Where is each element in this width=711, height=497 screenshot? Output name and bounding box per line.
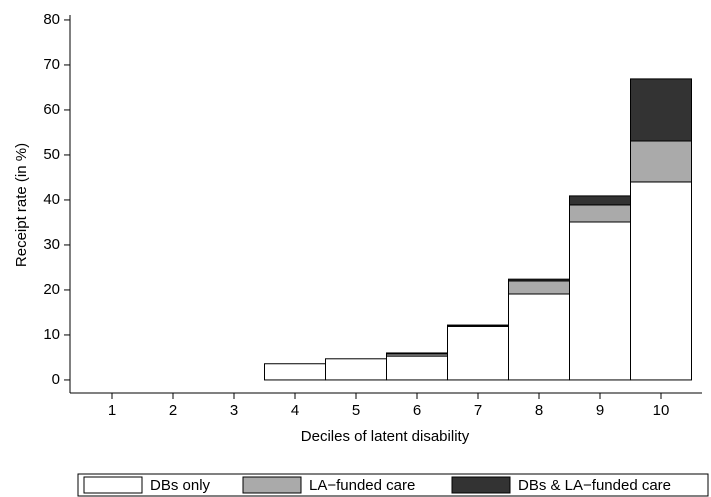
x-tick-label: 8 (535, 402, 543, 419)
legend-swatch (242, 476, 302, 494)
x-tick-label: 7 (474, 402, 482, 419)
y-tick-label: 30 (43, 236, 60, 253)
y-tick-label: 40 (43, 191, 60, 208)
legend-swatch (451, 476, 511, 494)
legend-label: DBs only (150, 477, 211, 494)
bar-segment (569, 195, 631, 206)
legend-label: LA−funded care (309, 477, 415, 494)
y-tick-label: 60 (43, 101, 60, 118)
bar-segment (325, 358, 387, 381)
bar-segment (569, 204, 631, 223)
y-tick-label: 0 (52, 371, 60, 388)
y-tick-label: 10 (43, 326, 60, 343)
bar-segment (508, 280, 570, 295)
bar-segment (630, 78, 692, 142)
legend-swatch (83, 476, 143, 494)
y-tick-label: 50 (43, 146, 60, 163)
bar-segment (264, 363, 326, 381)
y-tick-label: 80 (43, 11, 60, 28)
y-axis-title: Receipt rate (in %) (13, 143, 30, 267)
x-tick-label: 5 (352, 402, 360, 419)
x-tick-label: 9 (596, 402, 604, 419)
x-tick-label: 1 (108, 402, 116, 419)
bar-segment (630, 140, 692, 183)
bar-segment (386, 355, 448, 381)
bar-segment (630, 181, 692, 381)
bar-segment (569, 221, 631, 381)
x-tick-label: 2 (169, 402, 177, 419)
x-tick-label: 4 (291, 402, 299, 419)
y-tick-label: 20 (43, 281, 60, 298)
x-tick-label: 3 (230, 402, 238, 419)
bar-segment (508, 293, 570, 381)
bar-segment (508, 278, 570, 282)
legend-label: DBs & LA−funded care (518, 477, 671, 494)
x-tick-label: 10 (653, 402, 670, 419)
y-tick-label: 70 (43, 56, 60, 73)
bar-segment (386, 352, 448, 355)
bar-segment (447, 325, 509, 381)
x-tick-label: 6 (413, 402, 421, 419)
legend-box (77, 473, 709, 497)
x-axis-title: Deciles of latent disability (301, 428, 470, 445)
